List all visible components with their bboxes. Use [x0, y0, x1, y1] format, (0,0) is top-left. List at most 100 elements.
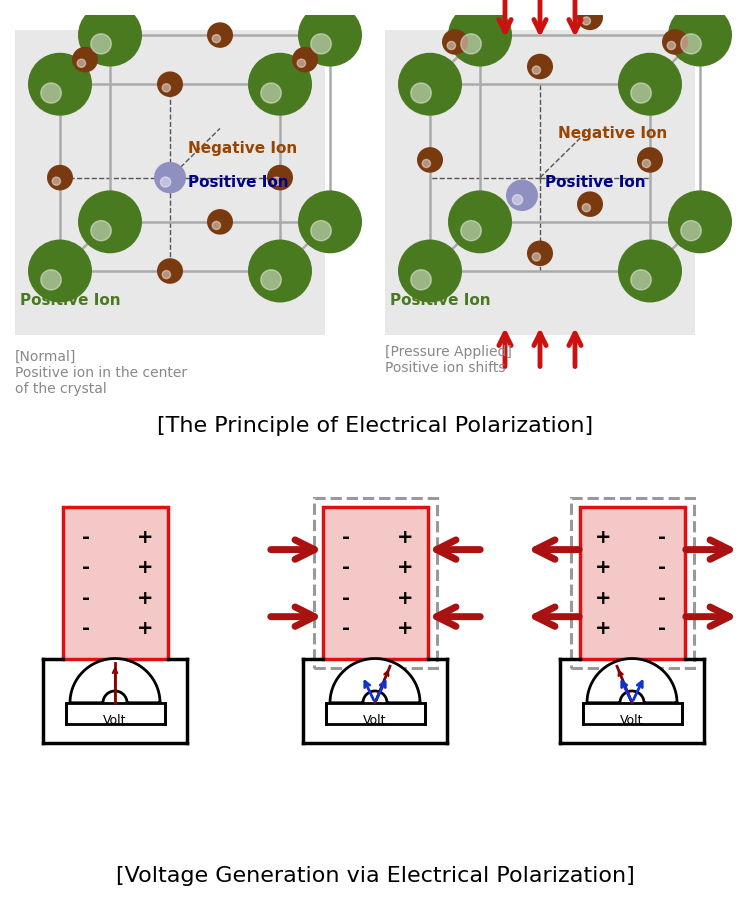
Text: -: -	[658, 589, 666, 608]
Text: -: -	[658, 619, 666, 639]
Circle shape	[662, 29, 688, 55]
Circle shape	[582, 204, 590, 212]
Text: -: -	[342, 558, 350, 578]
Bar	[15, 30, 325, 335]
Circle shape	[447, 41, 455, 49]
Circle shape	[248, 240, 312, 302]
Bar	[385, 30, 695, 335]
Circle shape	[297, 59, 305, 67]
Circle shape	[40, 270, 62, 290]
Circle shape	[91, 34, 111, 54]
Text: +: +	[136, 527, 153, 547]
Text: +: +	[397, 589, 413, 608]
Circle shape	[157, 71, 183, 97]
Circle shape	[512, 195, 523, 205]
Circle shape	[448, 4, 512, 67]
Circle shape	[506, 179, 538, 211]
Circle shape	[310, 34, 332, 54]
Polygon shape	[587, 659, 677, 702]
Text: Volt: Volt	[363, 714, 387, 727]
Text: +: +	[595, 619, 611, 639]
Circle shape	[460, 220, 482, 241]
Text: [The Principle of Electrical Polarization]: [The Principle of Electrical Polarizatio…	[157, 416, 593, 436]
Circle shape	[28, 53, 92, 116]
Circle shape	[642, 159, 650, 168]
Circle shape	[532, 252, 541, 261]
Bar	[583, 702, 682, 724]
Text: -: -	[82, 558, 90, 578]
Text: [Normal]
Positive ion in the center
of the crystal: [Normal] Positive ion in the center of t…	[15, 350, 188, 396]
Circle shape	[668, 190, 732, 253]
Text: Positive Ion: Positive Ion	[20, 293, 121, 308]
Circle shape	[618, 53, 682, 116]
Circle shape	[47, 165, 73, 190]
Text: [Pressure Applied]
Positive ion shifts: [Pressure Applied] Positive ion shifts	[385, 344, 512, 375]
Circle shape	[532, 66, 541, 74]
Text: -: -	[658, 558, 666, 578]
Text: -: -	[342, 619, 350, 639]
Circle shape	[78, 190, 142, 253]
Circle shape	[631, 270, 651, 290]
Text: [Voltage Generation via Electrical Polarization]: [Voltage Generation via Electrical Polar…	[116, 865, 634, 885]
Circle shape	[72, 46, 98, 72]
Circle shape	[460, 34, 482, 54]
Circle shape	[77, 59, 86, 67]
Bar	[326, 702, 424, 724]
Bar	[580, 507, 685, 660]
Text: -: -	[82, 619, 90, 639]
Circle shape	[207, 22, 233, 48]
Circle shape	[618, 240, 682, 302]
Text: +: +	[397, 558, 413, 578]
Text: -: -	[658, 527, 666, 547]
Circle shape	[668, 41, 676, 49]
Text: +: +	[595, 558, 611, 578]
Circle shape	[411, 83, 431, 103]
Text: +: +	[397, 619, 413, 639]
Circle shape	[53, 177, 61, 185]
Bar	[63, 507, 168, 660]
Circle shape	[207, 209, 233, 235]
Circle shape	[681, 34, 701, 54]
Bar	[323, 507, 428, 660]
Circle shape	[261, 83, 281, 103]
Circle shape	[448, 190, 512, 253]
Circle shape	[681, 220, 701, 241]
Circle shape	[212, 221, 220, 230]
Circle shape	[398, 240, 462, 302]
Circle shape	[582, 17, 590, 25]
Circle shape	[28, 240, 92, 302]
Text: +: +	[595, 527, 611, 547]
Circle shape	[272, 177, 280, 185]
Text: +: +	[136, 619, 153, 639]
Text: Volt: Volt	[104, 714, 127, 727]
Circle shape	[310, 220, 332, 241]
Circle shape	[422, 159, 430, 168]
Circle shape	[267, 165, 293, 190]
Circle shape	[160, 177, 171, 187]
Circle shape	[577, 5, 603, 30]
Circle shape	[78, 4, 142, 67]
Circle shape	[527, 54, 553, 79]
Polygon shape	[70, 659, 160, 702]
Circle shape	[631, 83, 651, 103]
Circle shape	[668, 4, 732, 67]
Circle shape	[442, 29, 468, 55]
Bar	[571, 498, 694, 668]
Circle shape	[91, 220, 111, 241]
Circle shape	[417, 148, 443, 173]
Bar	[580, 507, 685, 660]
Circle shape	[527, 241, 553, 266]
Text: Volt: Volt	[620, 714, 644, 727]
Text: +: +	[136, 589, 153, 608]
Circle shape	[261, 270, 281, 290]
Circle shape	[637, 148, 663, 173]
Text: -: -	[342, 589, 350, 608]
Text: +: +	[595, 589, 611, 608]
Text: +: +	[136, 558, 153, 578]
Bar	[63, 507, 168, 660]
Text: -: -	[342, 527, 350, 547]
Circle shape	[40, 83, 62, 103]
Circle shape	[292, 46, 318, 72]
Text: -: -	[82, 527, 90, 547]
Circle shape	[212, 35, 220, 43]
